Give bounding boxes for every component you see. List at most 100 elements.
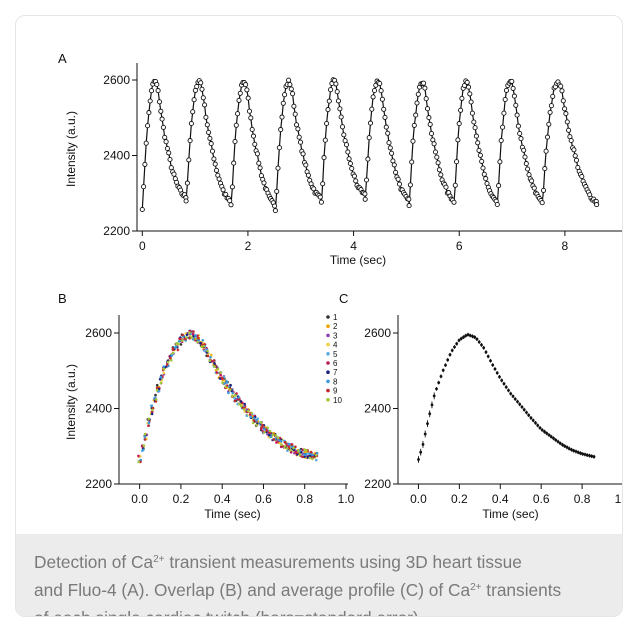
panel-a-x-tick-label: 2 (245, 239, 252, 253)
panel-c-x-tick-label: 0.4 (492, 492, 509, 506)
panel-a-data-point (341, 132, 347, 138)
panel-b-data-point (177, 340, 181, 343)
panel-b-data-point (196, 336, 200, 340)
panel-a-data-point (228, 202, 234, 208)
panel-b-y-axis-title: Intensity (a.u.) (64, 364, 78, 440)
panel-a-data-point (543, 148, 549, 154)
caption-text: transients (481, 580, 562, 600)
panel-b-data-point (143, 432, 147, 436)
panel-a-data-point (421, 80, 427, 86)
panel-b-data-point (158, 378, 162, 381)
panel-a-data-point (278, 127, 284, 133)
panel-a-data-point (345, 149, 351, 155)
panel-a-data-point (370, 94, 376, 100)
panel-c-data-point (491, 363, 495, 367)
panel-a-data-point (292, 111, 298, 117)
caption-line-2: and Fluo-4 (A). Overlap (B) and average … (34, 576, 604, 604)
panel-a-data-point (274, 188, 280, 194)
panel-b-series-6 (137, 329, 318, 460)
panel-c-data-point (500, 379, 504, 382)
panel-a-data-point (252, 141, 258, 147)
panel-b-legend-marker (326, 398, 330, 402)
panel-a-data-point (571, 147, 577, 153)
panel-a-data-point (560, 98, 566, 104)
panel-a-data-point (254, 151, 260, 157)
panel-b-data-point (177, 342, 180, 346)
panel-a-data-point (548, 103, 554, 109)
panel-c-y-tick-label: 2200 (364, 477, 391, 491)
panel-c-data-point (556, 440, 560, 443)
panel-a-data-point (381, 106, 387, 112)
panel-c-data-point (520, 405, 524, 409)
panel-a-data-point (498, 137, 504, 144)
panel-a-data-point (353, 178, 359, 184)
panel-c-data-point (448, 353, 452, 357)
panel-c-x-tick-label: 0.0 (410, 492, 427, 506)
panel-a-data-point (229, 184, 235, 190)
panel-b-data-point (219, 373, 222, 377)
panel-a-data-point (346, 156, 352, 162)
panel-c-data-point (513, 397, 517, 401)
panel-a-data-point (159, 116, 165, 122)
panel-a-data-point (547, 109, 553, 115)
panel-a-data-point (286, 77, 292, 83)
panel-b-data-point (269, 435, 273, 439)
panel-c-data-point (558, 441, 562, 445)
panel-c-data-point (423, 432, 427, 436)
panel-b-data-point (242, 408, 246, 411)
panel-a-data-point (143, 140, 149, 146)
panel-b-data-point (194, 334, 197, 337)
panel-c-data-point (435, 387, 438, 391)
panel-a-data-point (162, 134, 168, 140)
panel-b-x-tick-label: 1.0 (338, 492, 355, 506)
panel-b-data-point (233, 396, 236, 400)
panel-a-data-point (305, 172, 311, 178)
panel-a-data-point (194, 83, 200, 90)
panel-a-data-point (184, 180, 190, 186)
panel-b-legend-label: 7 (333, 368, 338, 377)
panel-a-data-point (435, 160, 441, 166)
panel-a-y-tick-label: 2400 (103, 149, 130, 163)
panel-a-data-point (518, 136, 524, 142)
panel-b-data-point (174, 345, 178, 348)
panel-a-data-point (426, 115, 432, 121)
panel-b-legend-marker (326, 324, 330, 329)
panel-c-data-point (432, 394, 436, 398)
panel-a-data-point (166, 150, 172, 156)
panel-a-data-point (550, 93, 556, 99)
panel-c-data-point (477, 340, 481, 344)
figure-caption: Detection of Ca2+ transient measurements… (16, 534, 622, 616)
panel-c-x-tick-label: 0.2 (451, 492, 468, 506)
panel-c-data-point (437, 381, 441, 384)
panel-b-data-point (292, 446, 295, 450)
panel-c-data-point (464, 334, 468, 338)
panel-c-data-point (441, 368, 445, 372)
panel-a-data-point (250, 133, 257, 139)
panel-a-data-point (187, 138, 193, 144)
panel-b-series-3 (138, 330, 318, 460)
panel-b-data-point (290, 443, 294, 446)
panel-a-data-point (573, 157, 580, 163)
panel-a-data-point (163, 139, 169, 145)
panel-c-data-point (565, 445, 569, 449)
panel-a-data-point (367, 120, 374, 126)
panel-b-data-point (216, 367, 220, 371)
panel-b-data-point (251, 421, 255, 425)
panel-b-data-point (220, 376, 224, 380)
panel-b-legend-marker (326, 370, 330, 375)
panel-c-data-point (522, 408, 526, 412)
panel-a-data-point (256, 160, 262, 166)
panel-b-data-point (150, 404, 154, 408)
panel-a-data-point (235, 111, 241, 117)
panel-b-data-point (137, 454, 140, 458)
panel-b-data-point (297, 450, 300, 453)
panel-c-panel-letter: C (339, 291, 348, 306)
panel-c-data-point (561, 443, 564, 447)
panel-b-data-point (175, 341, 178, 345)
panel-c-data-point (545, 431, 549, 435)
panel-c-data-point (484, 350, 488, 354)
panel-c-data-point (468, 334, 472, 337)
panel-a-data-point (452, 182, 458, 188)
panel-c-data-point (489, 359, 492, 363)
panel-c-data-point (592, 455, 596, 459)
